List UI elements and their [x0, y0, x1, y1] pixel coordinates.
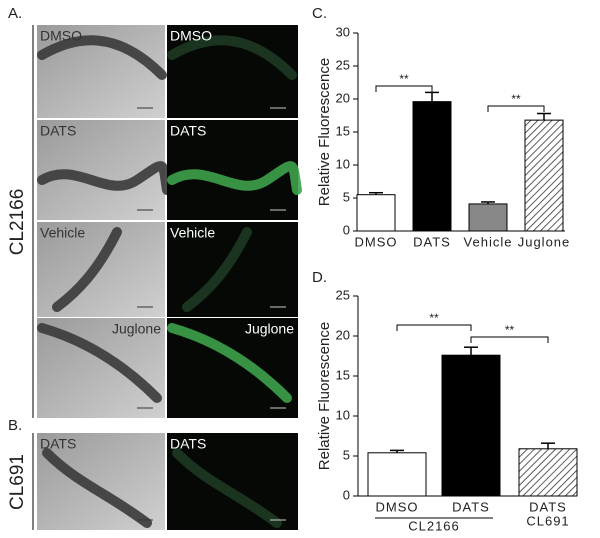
- y-axis-label: Relative Fluorescence: [316, 58, 333, 206]
- micrograph-label: DMSO: [170, 28, 212, 44]
- y-axis-label: Relative Fluorescence: [316, 322, 333, 470]
- micrograph: [37, 433, 165, 530]
- bar: [356, 194, 396, 232]
- worm-body: [167, 35, 297, 80]
- bar: [524, 119, 564, 232]
- significance-bracket: [487, 105, 545, 112]
- bar: [468, 203, 508, 232]
- bar: [367, 452, 427, 497]
- panel-label: D.: [312, 269, 327, 286]
- strain-label: CL691: [7, 454, 28, 510]
- x-tick-label: Vehicle: [464, 234, 513, 249]
- significance-label: **: [429, 311, 439, 325]
- y-tick-label: 5: [343, 189, 350, 204]
- worm: [37, 35, 167, 80]
- group-label: CL691: [526, 513, 569, 528]
- x-tick-label: DATS: [413, 234, 451, 249]
- significance-label: **: [399, 72, 409, 86]
- error-bar: [481, 201, 495, 204]
- y-tick-label: 0: [343, 222, 350, 237]
- worm-body: [172, 448, 282, 528]
- y-tick-label: 10: [336, 407, 350, 422]
- error-bar: [537, 112, 551, 121]
- bar: [518, 448, 578, 497]
- worm: [37, 161, 172, 195]
- x-tick-label: DMSO: [355, 234, 398, 249]
- panel-label: C.: [312, 5, 327, 22]
- worm: [167, 161, 302, 195]
- micrograph-label: DATS: [40, 436, 76, 452]
- bar: [441, 354, 501, 497]
- group-label: CL2166: [408, 518, 460, 533]
- y-tick-label: 15: [336, 123, 350, 138]
- x-tick-label: DATS: [529, 499, 567, 514]
- y-tick-label: 30: [336, 24, 350, 39]
- y-tick-label: 20: [336, 327, 350, 342]
- x-tick-label: DMSO: [376, 499, 419, 514]
- bar: [412, 101, 452, 232]
- micrograph-label: DATS: [170, 436, 206, 452]
- significance-label: **: [511, 92, 521, 106]
- error-bar: [425, 91, 439, 102]
- worm-body: [37, 161, 172, 195]
- micrograph-label: Vehicle: [40, 225, 85, 241]
- error-bar: [390, 449, 404, 453]
- worm: [42, 448, 152, 528]
- micrograph-label: Juglone: [112, 321, 161, 337]
- significance-bracket: [470, 336, 549, 343]
- worm-body: [37, 323, 162, 403]
- worm-body: [42, 448, 152, 528]
- micrograph-label: DATS: [170, 123, 206, 139]
- y-tick-label: 10: [336, 156, 350, 171]
- error-bar: [369, 191, 383, 195]
- worm: [37, 323, 162, 403]
- worm-body: [37, 35, 167, 80]
- panel-label: A.: [8, 5, 22, 22]
- micrograph: [167, 433, 298, 530]
- worm-body: [167, 323, 292, 403]
- y-tick-label: 5: [343, 447, 350, 462]
- x-tick-label: Juglone: [518, 234, 571, 249]
- worm-body: [52, 227, 122, 312]
- panel-label: B.: [8, 417, 22, 434]
- x-tick-label: DATS: [452, 499, 490, 514]
- worm: [167, 323, 292, 403]
- worm-body: [182, 227, 252, 312]
- strain-label: CL2166: [7, 189, 28, 256]
- worm: [172, 448, 282, 528]
- significance-bracket: [375, 85, 433, 92]
- y-tick-label: 25: [336, 57, 350, 72]
- micrograph-label: Vehicle: [170, 225, 215, 241]
- significance-label: **: [505, 323, 515, 337]
- error-bar: [541, 442, 555, 449]
- micrograph-label: Juglone: [245, 321, 294, 337]
- micrograph-label: DATS: [40, 123, 76, 139]
- significance-bracket: [396, 324, 472, 331]
- micrograph-label: DMSO: [40, 28, 82, 44]
- worm: [52, 227, 122, 312]
- y-tick-label: 25: [336, 287, 350, 302]
- worm: [167, 35, 297, 80]
- y-tick-label: 20: [336, 90, 350, 105]
- y-tick-label: 15: [336, 367, 350, 382]
- worm: [182, 227, 252, 312]
- y-tick-label: 0: [343, 487, 350, 502]
- error-bar: [464, 346, 478, 356]
- worm-body: [167, 161, 302, 195]
